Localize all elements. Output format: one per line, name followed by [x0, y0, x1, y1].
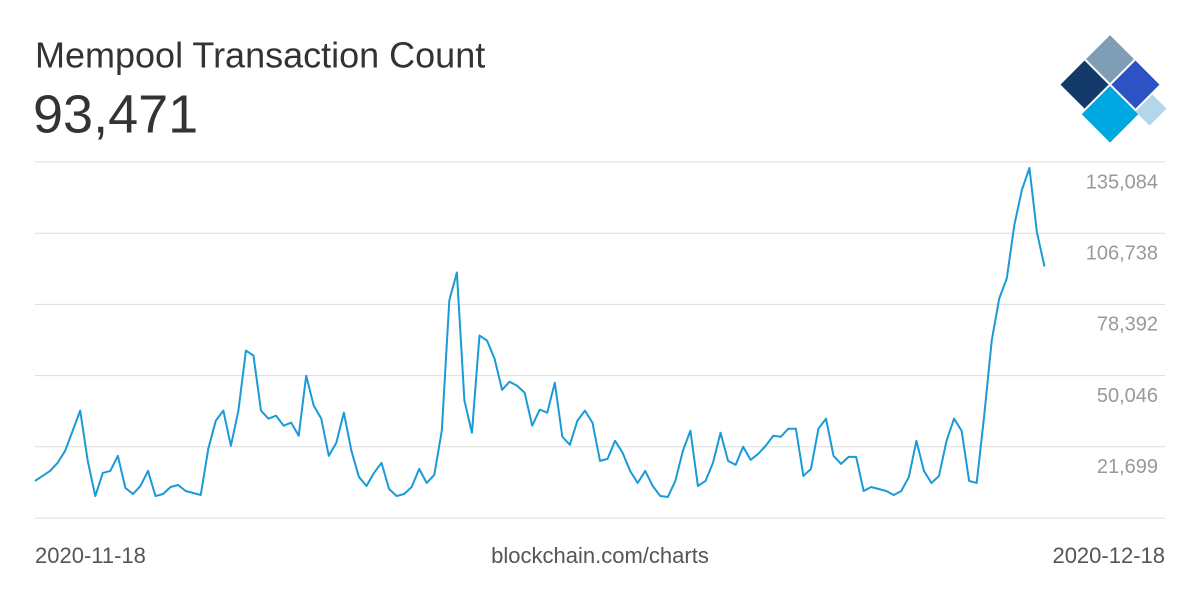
x-tick-label: 2020-11-18 — [35, 543, 146, 568]
x-tick-label: 2020-12-18 — [1052, 543, 1165, 568]
y-tick-label: 21,699 — [1097, 456, 1158, 478]
y-tick-label: 78,392 — [1097, 314, 1158, 336]
y-tick-label: 135,084 — [1086, 171, 1158, 193]
y-tick-label: 50,046 — [1097, 385, 1158, 407]
headline-value: 93,471 — [33, 84, 198, 144]
logo-tile — [1135, 94, 1167, 126]
data-line — [34, 166, 1046, 499]
source-label: blockchain.com/charts — [491, 543, 709, 568]
logo-tile — [1081, 86, 1139, 143]
logo — [1060, 35, 1167, 143]
y-tick-label: 106,738 — [1086, 242, 1158, 264]
chart-title: Mempool Transaction Count — [35, 35, 485, 76]
